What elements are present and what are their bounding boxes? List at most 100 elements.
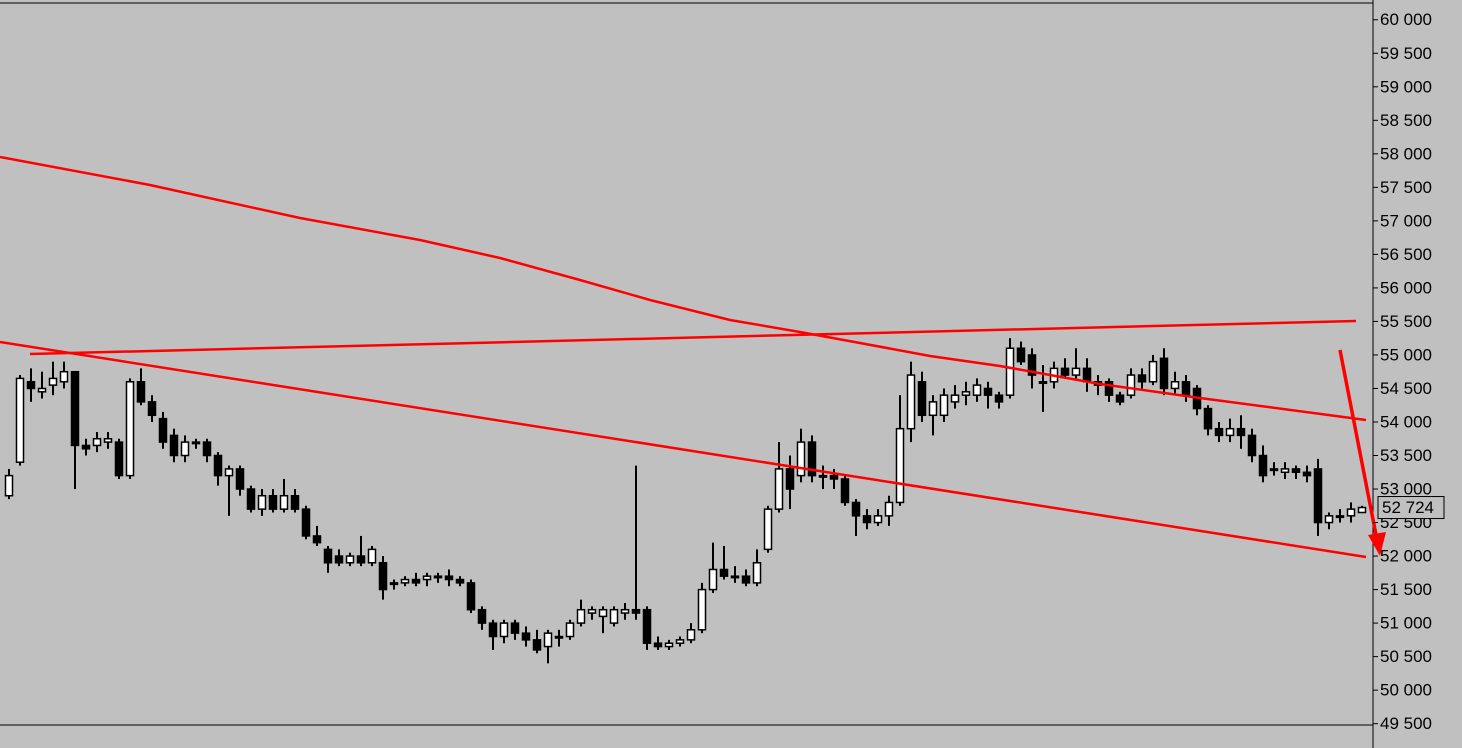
candle-body xyxy=(873,515,883,524)
candle-body xyxy=(1258,454,1268,477)
last-price-box xyxy=(1377,496,1445,520)
candle-body xyxy=(884,501,894,517)
candle-body xyxy=(378,562,388,591)
candle-body xyxy=(664,642,674,648)
candle-body xyxy=(235,468,245,490)
candle-body xyxy=(136,381,146,403)
y-tick-label: 50 500 xyxy=(1380,647,1432,666)
y-tick-label: 58 000 xyxy=(1380,144,1432,163)
candle-body xyxy=(411,578,421,584)
y-tick-label: 58 500 xyxy=(1380,111,1432,130)
candle-body xyxy=(1115,394,1125,403)
candle-body xyxy=(290,494,300,510)
y-tick-label: 56 500 xyxy=(1380,245,1432,264)
y-tick-label: 52 000 xyxy=(1380,547,1432,566)
candle-body xyxy=(114,441,124,477)
candle-body xyxy=(1005,347,1015,396)
candle-body xyxy=(246,488,256,510)
candle-body xyxy=(1137,374,1147,383)
candle-body xyxy=(631,608,641,614)
candle-body xyxy=(554,635,564,639)
candle-body xyxy=(1104,381,1114,396)
candles xyxy=(4,338,1367,664)
candle-body xyxy=(224,468,234,477)
candle-body xyxy=(719,568,729,577)
y-tick-label: 59 500 xyxy=(1380,44,1432,63)
candle-body xyxy=(191,441,201,445)
candle-body xyxy=(917,381,927,417)
candle-body xyxy=(466,582,476,611)
candle-body xyxy=(158,417,168,443)
candle-body xyxy=(103,437,113,443)
candle-body xyxy=(906,374,916,430)
candle-body xyxy=(1269,468,1279,472)
candle-body xyxy=(1247,434,1257,457)
candle-body xyxy=(499,622,509,638)
candle-body xyxy=(972,384,982,396)
y-tick-label: 60 000 xyxy=(1380,10,1432,29)
candle-body xyxy=(741,575,751,584)
trend-line xyxy=(29,319,1357,356)
candle-body xyxy=(433,575,443,579)
candle-body xyxy=(1324,515,1334,524)
candle-body xyxy=(1291,468,1301,474)
candle-body xyxy=(510,622,520,634)
candle-body xyxy=(829,474,839,480)
y-tick-label: 49 500 xyxy=(1380,714,1432,733)
candle-body xyxy=(785,468,795,490)
candle-body xyxy=(895,427,905,504)
candle-body xyxy=(26,381,36,390)
candle-body xyxy=(796,441,806,477)
y-tick-label: 57 000 xyxy=(1380,211,1432,230)
candle-body xyxy=(939,394,949,417)
trend-line xyxy=(0,155,1367,422)
candle-body xyxy=(642,608,652,644)
candle-body xyxy=(1335,515,1345,519)
y-tick-label: 59 000 xyxy=(1380,77,1432,96)
candle-body xyxy=(455,578,465,584)
y-tick-label: 55 500 xyxy=(1380,312,1432,331)
y-tick-label: 56 000 xyxy=(1380,278,1432,297)
candle-body xyxy=(1082,367,1092,383)
candle-body xyxy=(1214,427,1224,437)
candle-body xyxy=(565,622,575,638)
candle-body xyxy=(81,444,91,450)
candle-body xyxy=(334,555,344,564)
y-tick-label: 54 000 xyxy=(1380,412,1432,431)
candle-body xyxy=(1027,354,1037,376)
last-price-label: 52 724 xyxy=(1382,498,1434,517)
candle-body xyxy=(983,387,993,396)
candle-body xyxy=(1159,357,1169,390)
candle-body xyxy=(1357,506,1367,514)
candle-body xyxy=(125,381,135,477)
candle-body xyxy=(675,639,685,644)
candle-body xyxy=(213,454,223,477)
candle-body xyxy=(598,608,608,618)
y-tick-label: 57 500 xyxy=(1380,178,1432,197)
candle-body xyxy=(70,370,80,447)
trend-line xyxy=(0,340,1367,559)
candle-body xyxy=(268,494,278,510)
candle-body xyxy=(1148,360,1158,383)
candle-body xyxy=(708,568,718,591)
y-tick-label: 53 000 xyxy=(1380,480,1432,499)
candle-body xyxy=(15,377,25,463)
candle-body xyxy=(169,434,179,457)
candle-body xyxy=(345,555,355,564)
candle-body xyxy=(752,562,762,584)
candle-body xyxy=(576,608,586,624)
candle-body xyxy=(37,387,47,393)
candle-body xyxy=(1225,427,1235,437)
y-tick-label: 50 000 xyxy=(1380,681,1432,700)
candle-body xyxy=(697,588,707,631)
candle-body xyxy=(1302,471,1312,477)
candle-body xyxy=(488,622,498,638)
candle-body xyxy=(92,437,102,447)
candle-body xyxy=(257,494,267,510)
candle-body xyxy=(1280,468,1290,474)
candle-body xyxy=(1038,381,1048,385)
candle-body xyxy=(532,639,542,651)
y-tick-label: 53 500 xyxy=(1380,446,1432,465)
candle-body xyxy=(444,575,454,581)
candle-body xyxy=(48,377,58,386)
